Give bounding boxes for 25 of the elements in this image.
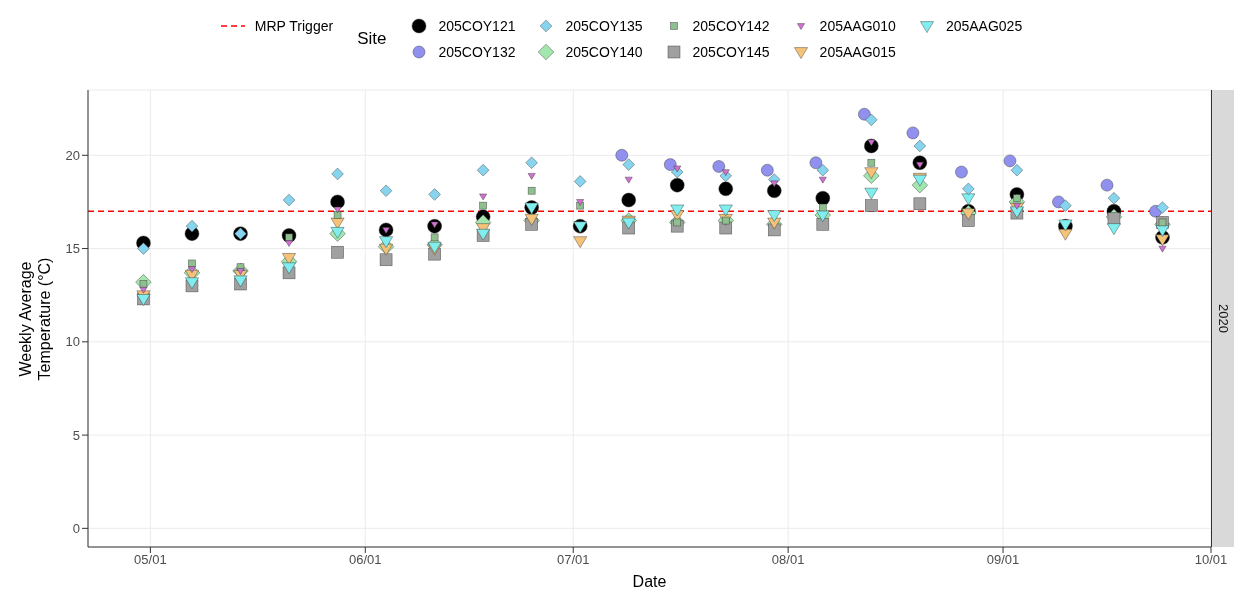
y-axis-title: Weekly Average Temperature (°C): [16, 256, 54, 383]
x-tick-label: 08/01: [771, 552, 805, 568]
y-tick-label: 20: [65, 147, 80, 163]
text: 2020: [1215, 304, 1231, 333]
y-tick-label: 0: [72, 520, 80, 536]
legend-label: MRP Trigger: [254, 18, 334, 34]
x-tick-label: 09/01: [986, 552, 1020, 568]
x-tick-label: 06/01: [349, 552, 382, 568]
y-tick-label: 15: [65, 241, 80, 257]
legend-label: 205COY121: [438, 18, 516, 34]
x-tick-label: 07/01: [556, 552, 590, 568]
legend-label: 205COY140: [565, 44, 643, 60]
legend-title: Site: [357, 29, 387, 49]
legend-label: 205AAG025: [945, 18, 1023, 34]
legend-label: 205COY135: [565, 18, 643, 34]
legend-label: 205COY142: [692, 18, 770, 34]
legend-label: 205COY132: [438, 44, 516, 60]
x-tick-label: 05/01: [134, 552, 167, 568]
legend-label: 205COY145: [692, 44, 770, 60]
x-axis-title: Date: [632, 573, 667, 590]
legend-label: 205AAG015: [819, 44, 896, 60]
y-tick-label: 5: [72, 427, 80, 443]
y-tick-label: 10: [65, 334, 80, 350]
legend-label: 205AAG010: [819, 18, 896, 34]
x-tick-label: 10/01: [1194, 552, 1228, 568]
